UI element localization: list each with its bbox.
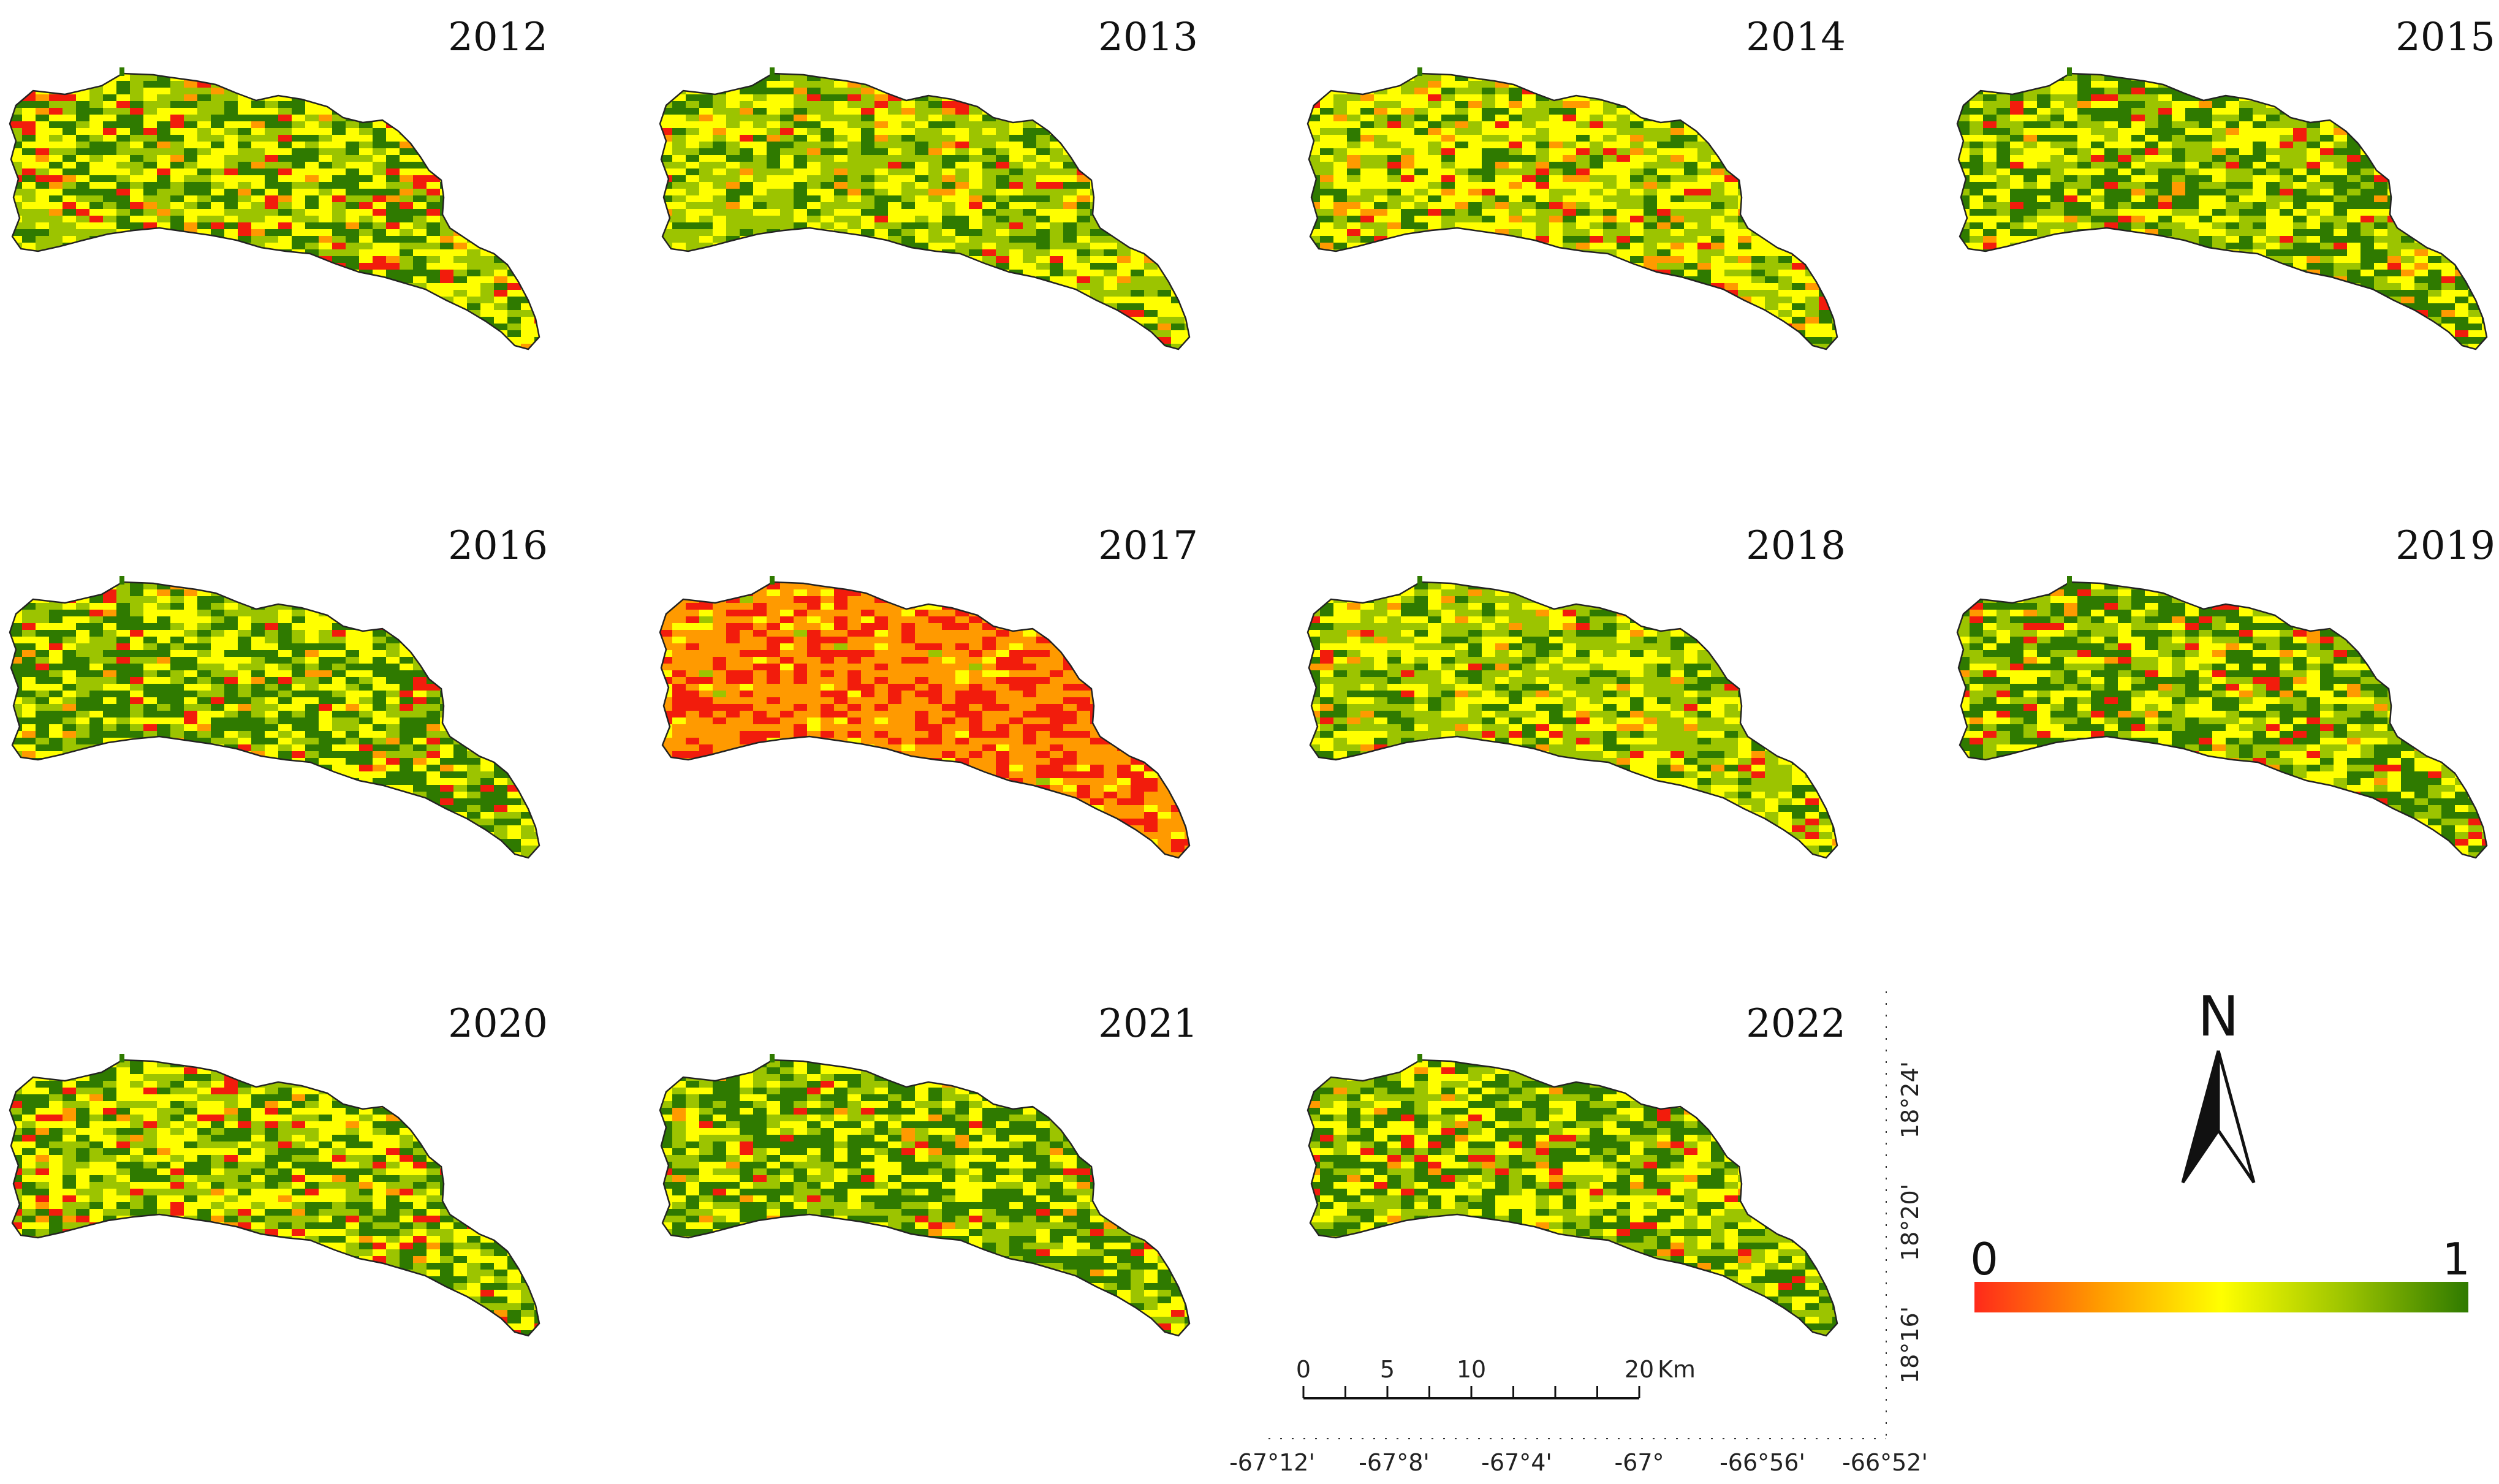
raster-cells-2020 [10,1060,539,1336]
longitude-label: -67° [1614,1449,1664,1476]
watershed-spur-2019 [2067,576,2072,585]
graticule-frame: -67°12' -67°8' -67°4' -67° -66°56' -66°52' 18… [1229,991,1928,1476]
raster-cells-2016 [10,582,539,858]
panel-year-label: 2022 [1746,1001,1846,1047]
watershed-spur-2013 [770,67,775,76]
north-arrow-left-half [2181,1050,2220,1184]
watershed-outline-2016 [9,581,540,859]
longitude-labels: -67°12' -67°8' -67°4' -67° -66°56' -66°52' [1229,1449,1928,1476]
watershed-outline-2022 [1306,1059,1838,1337]
watershed-spur-2017 [770,576,775,585]
watershed-outline-2017 [659,581,1191,859]
longitude-label: -67°4' [1481,1449,1552,1476]
latitude-label: 18°24' [1897,1061,1924,1138]
scale-label-5: 5 [1380,1356,1395,1383]
watershed-spur-2014 [1417,67,1422,76]
map-panel-2021 [659,1054,1191,1337]
raster-cells-2022 [1308,1060,1837,1336]
raster-cells-2019 [1957,582,2487,858]
panel-year-label: 2018 [1746,523,1846,569]
north-arrow: N [2181,985,2256,1184]
watershed-spur-2015 [2067,67,2072,76]
raster-cells-2018 [1308,582,1837,858]
map-panel-2016 [9,576,540,859]
watershed-outline-2013 [659,72,1191,350]
legend-color-ramp [1974,1282,2468,1312]
legend-max-label: 1 [2442,1233,2470,1285]
raster-cells-2017 [660,582,1189,858]
panel-year-label: 2019 [2395,523,2495,569]
panel-year-label: 2012 [448,15,548,60]
latitude-labels: 18°24' 18°20' 18°16' [1897,1061,1924,1384]
scale-unit: Km [1658,1356,1696,1383]
map-panel-2015 [1956,67,2488,350]
latitude-label: 18°20' [1897,1184,1924,1261]
panel-year-label: 2013 [1098,15,1198,60]
map-panel-2020 [9,1054,540,1337]
north-arrow-right-half [2216,1050,2256,1184]
map-panel-2019 [1956,576,2488,859]
watershed-outline-2021 [659,1059,1191,1337]
watershed-outline-2014 [1306,72,1838,350]
map-panel-2022 [1306,1054,1838,1337]
raster-cells-2012 [10,74,539,349]
raster-cells-2013 [660,74,1189,349]
latitude-label: 18°16' [1897,1306,1924,1384]
panel-year-label: 2021 [1098,1001,1198,1047]
watershed-spur-2016 [119,576,124,585]
watershed-spur-2018 [1417,576,1422,585]
watershed-outline-2012 [9,72,540,350]
panel-year-label: 2017 [1098,523,1198,569]
map-panel-2014 [1306,67,1838,350]
watershed-spur-2020 [119,1054,124,1062]
scale-label-20: 20 [1625,1356,1654,1383]
scale-bar-ticks [1302,1386,1640,1398]
panel-year-label: 2016 [448,523,548,569]
watershed-spur-2012 [119,67,124,76]
panel-year-label: 2015 [2395,15,2495,60]
longitude-label: -66°52' [1842,1449,1928,1476]
raster-cells-2021 [660,1060,1189,1336]
map-panel-2013 [659,67,1191,350]
scale-label-0: 0 [1296,1356,1311,1383]
scale-label-10: 10 [1457,1356,1486,1383]
raster-cells-2015 [1957,74,2487,349]
watershed-outline-2019 [1956,581,2488,859]
panel-year-label: 2020 [448,1001,548,1047]
panel-year-label: 2014 [1746,15,1846,60]
watershed-spur-2021 [770,1054,775,1062]
scale-bar: 0 5 10 20 Km [1296,1356,1696,1399]
watershed-spur-2022 [1417,1054,1422,1062]
longitude-label: -67°12' [1229,1449,1315,1476]
longitude-label: -66°56' [1720,1449,1805,1476]
watershed-outline-2015 [1956,72,2488,350]
north-arrow-label: N [2198,985,2239,1049]
panel-grid: 2012 2013 2014 2015 2016 2017 2018 2019 2020 2021… [9,15,2495,1337]
longitude-label: -67°8' [1359,1449,1430,1476]
watershed-outline-2018 [1306,581,1838,859]
watershed-outline-2020 [9,1059,540,1337]
legend-min-label: 0 [1970,1233,1998,1285]
map-panel-2017 [659,576,1191,859]
map-panel-2018 [1306,576,1838,859]
raster-cells-2014 [1308,74,1837,349]
map-panel-2012 [9,67,540,350]
legend: 0 1 [1970,1233,2470,1312]
